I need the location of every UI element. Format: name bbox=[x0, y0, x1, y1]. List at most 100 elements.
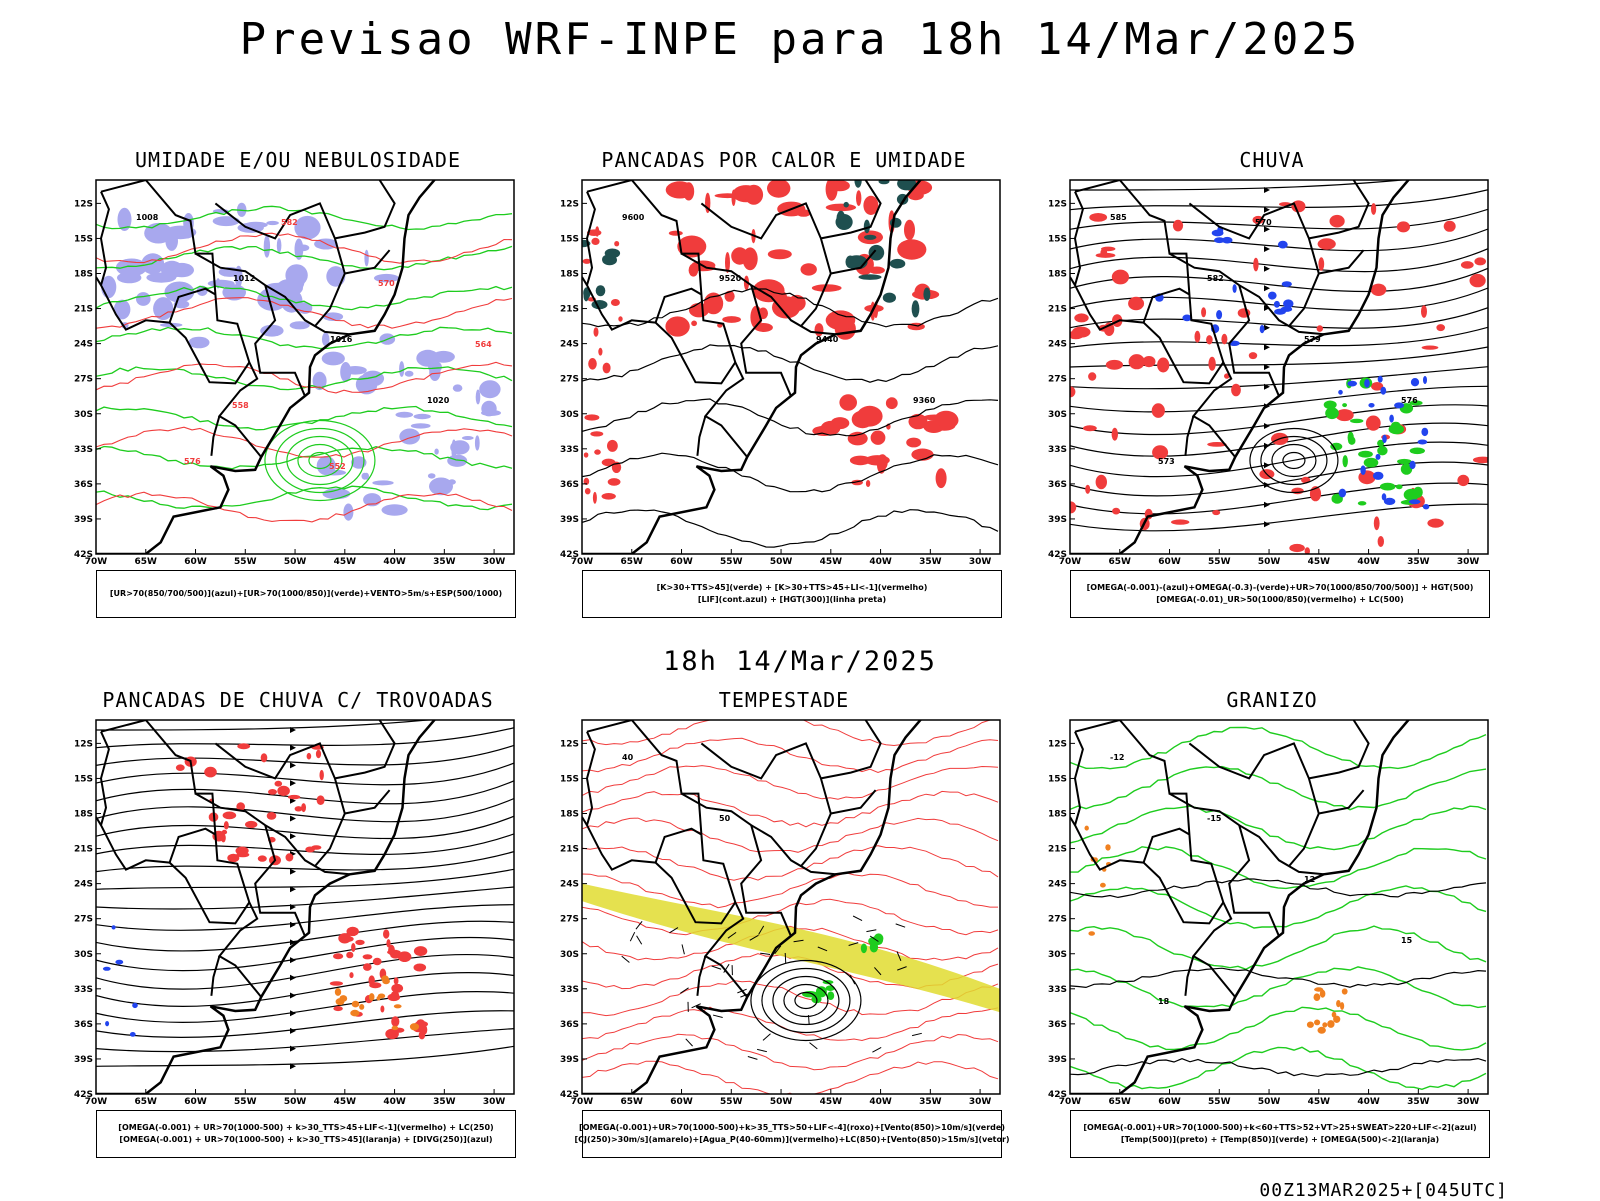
x-tick-label: 45W bbox=[820, 557, 843, 567]
omega-weak-area bbox=[1233, 284, 1237, 293]
legend-box: [UR>70(850/700/500)](azul)+[UR>70(1000/8… bbox=[96, 570, 516, 618]
wind-vector bbox=[808, 1015, 809, 1025]
omega-ur-area bbox=[1129, 354, 1145, 369]
legend-line: [K>30+TTS>45](verde) + [K>30+TTS>45+LI<-… bbox=[657, 582, 928, 594]
thunderstorm-area bbox=[333, 953, 343, 959]
omega500-area bbox=[1088, 931, 1095, 936]
wind850-area bbox=[826, 985, 835, 991]
legend-box: [OMEGA(-0.001) + UR>70(1000-500) + k>30_… bbox=[96, 1110, 516, 1158]
contour-label: 9440 bbox=[816, 335, 839, 344]
legend-line: [OMEGA(-0.001) + UR>70(1000-500) + k>30_… bbox=[118, 1122, 493, 1134]
omega-ur-area bbox=[1201, 307, 1206, 317]
k-tts-li-area bbox=[614, 241, 619, 246]
thunderstorm-area bbox=[419, 1029, 424, 1039]
thunderstorm-area bbox=[383, 929, 389, 938]
k-tts-li-area bbox=[603, 363, 611, 374]
k-tts-li-area bbox=[608, 478, 621, 486]
omega-ur-area bbox=[1436, 324, 1445, 331]
thunderstorm-area bbox=[286, 853, 294, 861]
k-tts-li-area bbox=[590, 431, 603, 436]
thunderstorm-area bbox=[391, 984, 403, 993]
k-tts-li-area bbox=[856, 190, 861, 206]
y-tick-label: 12S bbox=[74, 199, 93, 209]
legend-line: [OMEGA(-0.001)-(azul)+OMEGA(-0.3)-(verde… bbox=[1087, 582, 1474, 594]
legend-box: [OMEGA(-0.001)+UR>70(1000-500)+k<60+TTS>… bbox=[1070, 1110, 1490, 1158]
k-tts-li-area bbox=[588, 358, 597, 370]
thunderstorm-area bbox=[245, 821, 257, 828]
thunderstorm-area bbox=[391, 1016, 399, 1027]
y-tick-label: 15S bbox=[1048, 234, 1067, 244]
x-tick-label: 40W bbox=[869, 1097, 892, 1107]
omega500-area bbox=[1320, 990, 1326, 998]
y-tick-label: 33S bbox=[74, 985, 93, 995]
omega-ur-area bbox=[1101, 247, 1115, 252]
divergence-area bbox=[130, 1032, 136, 1037]
map-pancadas-calor: 960095209440936012S15S18S21S24S27S30S33S… bbox=[544, 178, 1024, 558]
omega-ur-area bbox=[1074, 313, 1088, 322]
map-granizo: -12-1512151812S15S18S21S24S27S30S33S36S3… bbox=[1032, 718, 1512, 1098]
moisture-high-area bbox=[475, 435, 480, 450]
omega-ur-area bbox=[1112, 508, 1120, 515]
moisture-high-area bbox=[448, 479, 456, 484]
omega-ur-area bbox=[1157, 358, 1169, 373]
x-tick-label: 60W bbox=[670, 1097, 693, 1107]
omega-weak-area bbox=[1373, 472, 1384, 480]
omega-ur-area bbox=[1318, 257, 1324, 271]
k-tts-li-area bbox=[839, 394, 857, 410]
tts-area bbox=[377, 996, 381, 1000]
moisture-high-area bbox=[344, 366, 367, 375]
tts-area bbox=[410, 1023, 419, 1030]
thunderstorm-area bbox=[268, 789, 277, 795]
x-tick-label: 70W bbox=[571, 557, 594, 567]
k-tts-li-area bbox=[936, 468, 947, 488]
k-tts-li-area bbox=[722, 316, 741, 323]
moisture-high-area bbox=[213, 216, 240, 226]
omega-strong-area bbox=[1396, 484, 1403, 489]
omega-ur-area bbox=[1128, 297, 1144, 311]
k-tts-li-area bbox=[830, 180, 850, 191]
omega-strong-area bbox=[1377, 446, 1387, 455]
thunderstorm-area bbox=[320, 770, 324, 780]
k-tts-li-area bbox=[897, 239, 926, 259]
contour-label: 552 bbox=[329, 462, 346, 471]
moisture-high-area bbox=[298, 245, 310, 252]
legend-box: [K>30+TTS>45](verde) + [K>30+TTS>45+LI<-… bbox=[582, 570, 1002, 618]
k-tts-li-area bbox=[598, 348, 602, 356]
omega500-area bbox=[1314, 993, 1321, 1001]
y-tick-label: 39S bbox=[74, 1055, 93, 1065]
y-tick-label: 21S bbox=[560, 845, 579, 855]
y-tick-label: 36S bbox=[560, 1020, 579, 1030]
y-tick-label: 27S bbox=[560, 915, 579, 925]
contour-label: 582 bbox=[1207, 274, 1224, 283]
moisture-high-area bbox=[266, 221, 279, 225]
omega-ur-area bbox=[1457, 475, 1469, 486]
moisture-high-area bbox=[414, 414, 431, 419]
k-tts-area bbox=[584, 290, 589, 301]
omega-ur-area bbox=[1173, 220, 1183, 232]
k-tts-li-area bbox=[691, 321, 697, 327]
omega-ur-area bbox=[1085, 485, 1090, 494]
panel-title: PANCADAS DE CHUVA C/ TROVOADAS bbox=[58, 688, 538, 712]
k-tts-li-area bbox=[906, 438, 921, 448]
contour-label: 1008 bbox=[136, 213, 159, 222]
k-tts-area bbox=[859, 274, 882, 280]
x-tick-label: 55W bbox=[1208, 557, 1231, 567]
k-tts-li-area bbox=[704, 293, 723, 315]
legend-line: [Temp(500)](preto) + [Temp(850)](verde) … bbox=[1121, 1134, 1439, 1146]
tts-area bbox=[336, 998, 345, 1005]
omega-weak-area bbox=[1421, 428, 1428, 436]
omega-weak-area bbox=[1378, 376, 1383, 383]
omega-ur-area bbox=[1208, 357, 1215, 371]
moisture-high-area bbox=[264, 235, 270, 257]
thunderstorm-area bbox=[394, 977, 399, 984]
omega500-area bbox=[1307, 1022, 1314, 1028]
omega-ur-area bbox=[1374, 516, 1380, 530]
x-tick-label: 30W bbox=[969, 557, 992, 567]
thunderstorm-area bbox=[227, 854, 239, 863]
legend-line: [LIF](cont.azul) + [HGT(300)](linha pret… bbox=[698, 594, 886, 606]
omega-strong-area bbox=[1364, 458, 1379, 468]
y-tick-label: 18S bbox=[74, 810, 93, 820]
